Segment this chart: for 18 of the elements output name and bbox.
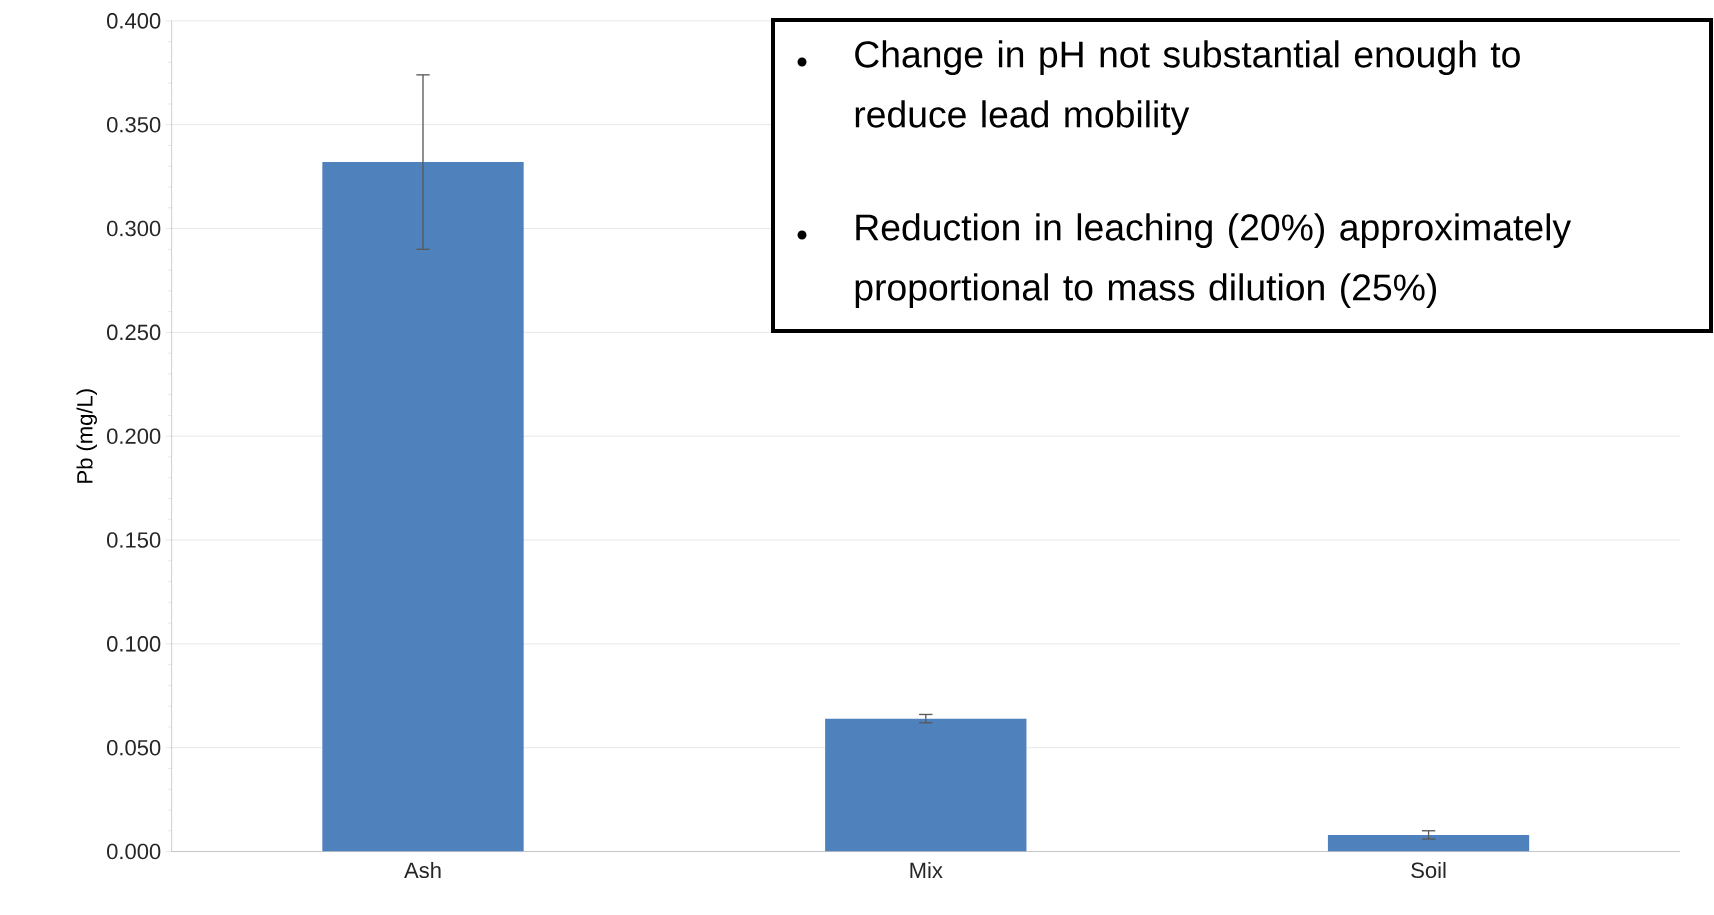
y-tick-label: 0.100	[107, 636, 161, 652]
x-tick-label: Ash	[404, 861, 441, 879]
y-tick-label: 0.150	[107, 532, 161, 548]
y-tick-label: 0.400	[107, 13, 161, 29]
bar	[322, 162, 524, 852]
bar	[825, 718, 1027, 852]
y-tick-label: 0.250	[107, 324, 161, 341]
y-tick-label: 0.050	[107, 739, 161, 756]
annotation: Change in pH not substantial enough to reduce lead mobility	[855, 40, 1520, 136]
x-tick-label: Soil	[1411, 861, 1446, 879]
y-tick-label: 0.350	[107, 116, 161, 133]
y-tick-label: 0.200	[107, 428, 161, 444]
x-tick-label: Mix	[910, 861, 943, 878]
y-tick-label: 0.300	[107, 220, 161, 237]
bar	[1327, 834, 1530, 852]
y-axis-title: Pb (mg/L)	[76, 389, 97, 483]
annotation: Reduction in leaching (20%) approximately proportional to mass dilution (25%)	[855, 213, 1572, 309]
y-tick-label: 0.000	[107, 843, 161, 860]
